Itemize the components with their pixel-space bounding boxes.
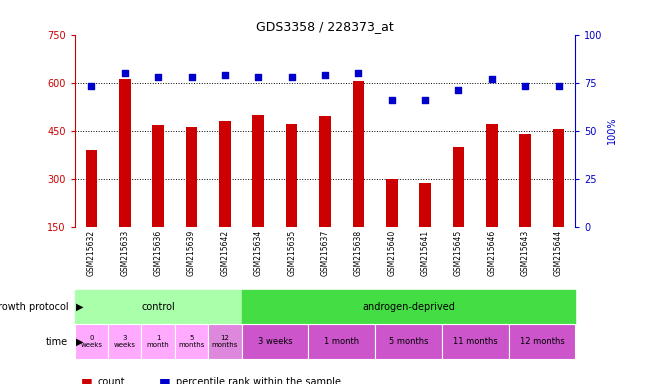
Bar	[442, 324, 508, 359]
Text: GSM215640: GSM215640	[387, 230, 396, 276]
Bar	[352, 81, 364, 227]
Bar	[142, 324, 175, 359]
Text: GSM215636: GSM215636	[153, 230, 162, 276]
Bar	[419, 184, 431, 227]
Text: count: count	[98, 377, 125, 384]
Point	[487, 76, 497, 82]
Point	[220, 72, 230, 78]
Text: 5 months: 5 months	[389, 337, 428, 346]
Text: time: time	[46, 337, 68, 347]
Y-axis label: 100%: 100%	[607, 117, 617, 144]
Bar	[252, 114, 264, 227]
Text: 11 months: 11 months	[453, 337, 497, 346]
Point	[153, 74, 163, 80]
Text: GSM215633: GSM215633	[120, 230, 129, 276]
Point	[253, 74, 263, 80]
Point	[553, 83, 564, 89]
Bar	[508, 324, 575, 359]
Bar	[219, 121, 231, 227]
Text: growth protocol: growth protocol	[0, 302, 68, 312]
Text: ▶: ▶	[76, 302, 84, 312]
Point	[120, 70, 130, 76]
Text: percentile rank within the sample: percentile rank within the sample	[176, 377, 341, 384]
Text: ▶: ▶	[76, 337, 84, 347]
Bar	[242, 290, 575, 324]
Point	[453, 87, 463, 93]
Bar	[186, 127, 198, 227]
Bar	[208, 324, 242, 359]
Bar	[552, 129, 564, 227]
Point	[320, 72, 330, 78]
Bar	[486, 124, 498, 227]
Point	[520, 83, 530, 89]
Text: 1
month: 1 month	[147, 335, 170, 348]
Bar	[375, 324, 442, 359]
Bar	[452, 147, 464, 227]
Text: control: control	[141, 302, 175, 312]
Text: 1 month: 1 month	[324, 337, 359, 346]
Point	[287, 74, 297, 80]
Text: 0
weeks: 0 weeks	[81, 335, 103, 348]
Text: GSM215632: GSM215632	[87, 230, 96, 276]
Text: GSM215645: GSM215645	[454, 230, 463, 276]
Point	[420, 97, 430, 103]
Text: GSM215646: GSM215646	[488, 230, 497, 276]
Bar	[86, 150, 97, 227]
Point	[86, 83, 97, 89]
Bar	[108, 324, 142, 359]
Bar	[319, 116, 331, 227]
Bar	[119, 79, 131, 227]
Title: GDS3358 / 228373_at: GDS3358 / 228373_at	[256, 20, 394, 33]
Text: 5
months: 5 months	[178, 335, 205, 348]
Text: GSM215643: GSM215643	[521, 230, 530, 276]
Bar	[242, 324, 308, 359]
Text: 12 months: 12 months	[519, 337, 564, 346]
Text: ■: ■	[81, 376, 93, 384]
Point	[353, 70, 363, 76]
Bar	[152, 125, 164, 227]
Bar	[75, 324, 108, 359]
Bar	[175, 324, 208, 359]
Bar	[386, 179, 398, 227]
Text: 3 weeks: 3 weeks	[257, 337, 292, 346]
Text: GSM215635: GSM215635	[287, 230, 296, 276]
Text: ■: ■	[159, 376, 171, 384]
Text: GSM215634: GSM215634	[254, 230, 263, 276]
Point	[387, 97, 397, 103]
Text: GSM215637: GSM215637	[320, 230, 330, 276]
Text: GSM215638: GSM215638	[354, 230, 363, 276]
Text: 3
weeks: 3 weeks	[114, 335, 136, 348]
Bar	[286, 124, 298, 227]
Text: GSM215641: GSM215641	[421, 230, 430, 276]
Bar	[75, 290, 242, 324]
Point	[187, 74, 197, 80]
Text: GSM215642: GSM215642	[220, 230, 229, 276]
Text: GSM215644: GSM215644	[554, 230, 563, 276]
Bar	[308, 324, 375, 359]
Text: 12
months: 12 months	[212, 335, 238, 348]
Text: androgen-deprived: androgen-deprived	[362, 302, 455, 312]
Text: GSM215639: GSM215639	[187, 230, 196, 276]
Bar	[519, 134, 531, 227]
